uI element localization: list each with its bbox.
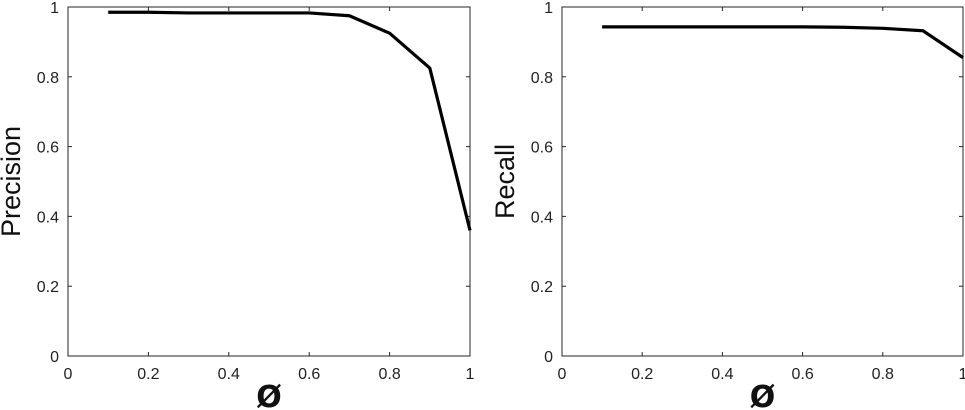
x-axis-label: Ø bbox=[750, 380, 776, 410]
y-tick-label: 0.8 bbox=[531, 70, 553, 87]
x-tick-label: 0 bbox=[558, 366, 567, 383]
chart-panel-1: 0 0.2 0.4 0.6 0.8 1 0 0.2 0.4 0.6 0.8 1 Ø Precision bbox=[0, 0, 475, 410]
chart-panel-2: 0 0.2 0.4 0.6 0.8 1 0 0.2 0.4 0.6 0.8 1 Ø Recall bbox=[490, 0, 965, 410]
x-tick-label: 0.2 bbox=[137, 366, 159, 383]
y-tick-label: 0.6 bbox=[37, 140, 59, 157]
y-tick-label: 0 bbox=[50, 349, 59, 366]
y-tick-label: 0.2 bbox=[37, 279, 59, 296]
x-tick-label: 0.4 bbox=[218, 366, 240, 383]
plot-frame bbox=[561, 6, 964, 357]
x-tick-label: 0.2 bbox=[631, 366, 653, 383]
x-axis-label: Ø bbox=[256, 380, 282, 410]
x-tick-label: 0.6 bbox=[298, 366, 320, 383]
series-line-1 bbox=[602, 25, 964, 59]
y-tick-label: 0.4 bbox=[37, 209, 59, 226]
y-tick-label: 0.2 bbox=[531, 279, 553, 296]
x-tick-label: 0.8 bbox=[872, 366, 894, 383]
x-tick-label: 1 bbox=[959, 366, 965, 383]
x-tick-label: 1 bbox=[466, 366, 475, 383]
y-tick-label: 0.8 bbox=[37, 70, 59, 87]
x-tick-label: 0.6 bbox=[791, 366, 813, 383]
y-tick-label: 1 bbox=[544, 0, 553, 17]
y-axis-label: Precision bbox=[0, 126, 26, 237]
series-line-1 bbox=[108, 10, 472, 231]
x-tick-label: 0.8 bbox=[378, 366, 400, 383]
y-tick-label: 0.4 bbox=[531, 209, 553, 226]
plot-frame bbox=[67, 6, 471, 357]
y-axis-label: Recall bbox=[490, 144, 520, 219]
y-tick-label: 0 bbox=[544, 349, 553, 366]
x-tick-label: 0 bbox=[64, 366, 73, 383]
y-tick-label: 1 bbox=[50, 0, 59, 17]
y-tick-label: 0.6 bbox=[531, 140, 553, 157]
x-tick-label: 0.4 bbox=[711, 366, 733, 383]
